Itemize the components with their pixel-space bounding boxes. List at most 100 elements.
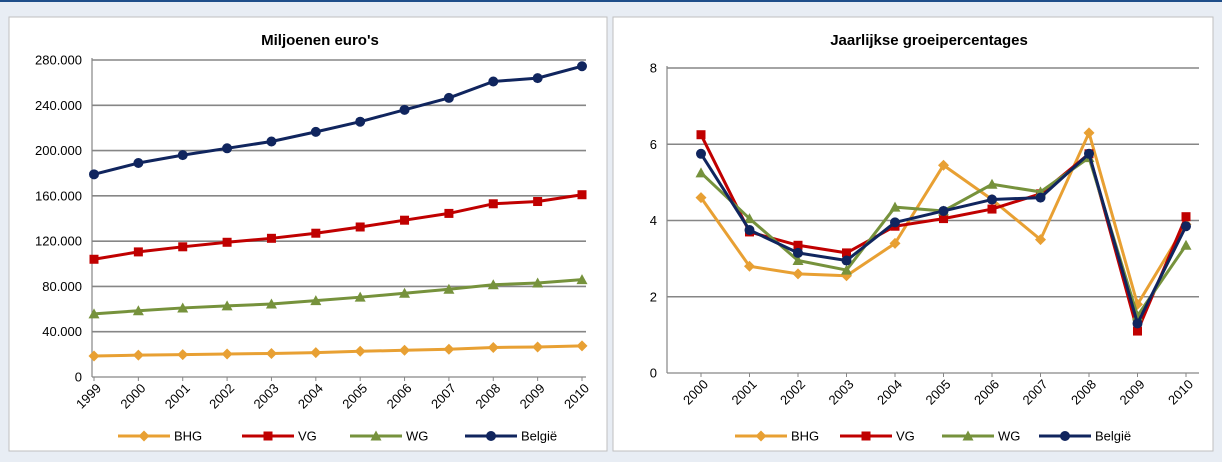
data-point xyxy=(399,344,411,356)
data-point xyxy=(177,150,188,161)
y-tick-label: 200.000 xyxy=(35,143,82,158)
chart-1-title: Miljoenen euro's xyxy=(261,32,379,49)
data-point xyxy=(89,254,99,264)
data-point xyxy=(443,283,455,294)
data-point xyxy=(487,341,499,353)
data-point xyxy=(987,204,997,214)
y-tick-label: 80.000 xyxy=(42,279,82,294)
data-point xyxy=(533,197,543,207)
legend-label: België xyxy=(521,429,557,444)
data-point xyxy=(1084,148,1094,159)
data-point xyxy=(354,291,366,302)
data-point xyxy=(266,136,277,147)
y-tick-label: 240.000 xyxy=(35,98,82,113)
data-point xyxy=(399,287,411,298)
data-point xyxy=(132,305,144,316)
data-point xyxy=(744,213,755,224)
data-point xyxy=(221,300,233,311)
data-point xyxy=(532,277,544,288)
data-point xyxy=(793,247,803,258)
legend-marker xyxy=(486,431,496,441)
data-point xyxy=(532,341,544,353)
legend-marker xyxy=(861,431,871,441)
data-point xyxy=(889,237,901,249)
data-point xyxy=(443,92,454,103)
data-point xyxy=(266,233,276,243)
data-point xyxy=(577,61,587,72)
data-point xyxy=(890,217,900,228)
data-point xyxy=(222,237,232,247)
data-point xyxy=(488,76,499,87)
data-point xyxy=(1181,221,1191,232)
y-tick-label: 2 xyxy=(650,289,657,304)
data-point xyxy=(1083,127,1095,139)
data-point xyxy=(744,260,755,272)
legend-label: WG xyxy=(998,429,1020,444)
data-point xyxy=(1035,234,1046,246)
data-point xyxy=(399,104,410,115)
data-point xyxy=(222,143,233,154)
data-point xyxy=(488,199,498,209)
data-point xyxy=(133,158,144,169)
data-point xyxy=(443,343,455,355)
legend-marker xyxy=(962,430,974,441)
data-point xyxy=(265,298,277,309)
data-point xyxy=(1181,212,1191,222)
legend-label: BHG xyxy=(791,429,819,444)
data-point xyxy=(88,308,100,319)
data-point xyxy=(310,295,322,306)
data-point xyxy=(355,116,366,127)
data-point xyxy=(89,169,99,180)
data-point xyxy=(1180,239,1192,250)
data-point xyxy=(400,215,410,225)
data-point xyxy=(696,148,706,159)
data-point xyxy=(310,347,322,359)
data-point xyxy=(1132,318,1143,329)
data-point xyxy=(354,345,366,357)
series-line xyxy=(93,64,583,176)
series-line xyxy=(93,344,583,358)
y-tick-label: 8 xyxy=(650,61,657,76)
legend-label: VG xyxy=(896,429,915,444)
chart-2-title: Jaarlijkse groeipercentages xyxy=(830,32,1028,49)
data-point xyxy=(793,240,803,250)
data-point xyxy=(939,214,948,224)
legend-marker xyxy=(138,430,150,442)
data-point xyxy=(576,274,588,285)
data-point xyxy=(178,242,188,252)
data-point xyxy=(842,248,851,258)
data-point xyxy=(355,222,365,232)
series-line xyxy=(93,193,583,261)
data-point xyxy=(532,73,543,84)
data-point xyxy=(889,201,901,212)
data-point xyxy=(695,192,707,204)
data-point xyxy=(132,349,144,361)
legend-label: WG xyxy=(406,429,428,444)
data-point xyxy=(265,347,277,359)
data-point xyxy=(841,264,852,275)
data-point xyxy=(487,279,499,290)
data-point xyxy=(177,349,189,361)
data-point xyxy=(841,255,852,266)
legend-marker xyxy=(370,430,382,441)
y-tick-label: 280.000 xyxy=(35,53,82,68)
data-point xyxy=(1133,326,1142,336)
data-point xyxy=(986,178,998,189)
data-point xyxy=(695,167,707,178)
data-point xyxy=(792,268,804,280)
y-tick-label: 160.000 xyxy=(35,188,82,203)
data-point xyxy=(576,340,588,352)
data-point xyxy=(221,348,233,360)
series-line xyxy=(93,278,583,316)
y-tick-label: 120.000 xyxy=(35,234,82,249)
y-tick-label: 40.000 xyxy=(42,324,82,339)
y-tick-label: 6 xyxy=(650,137,657,152)
data-point xyxy=(310,126,321,137)
data-point xyxy=(88,350,100,362)
data-point xyxy=(696,130,706,140)
data-point xyxy=(311,228,321,238)
data-point xyxy=(177,302,189,313)
y-tick-label: 4 xyxy=(650,213,657,228)
